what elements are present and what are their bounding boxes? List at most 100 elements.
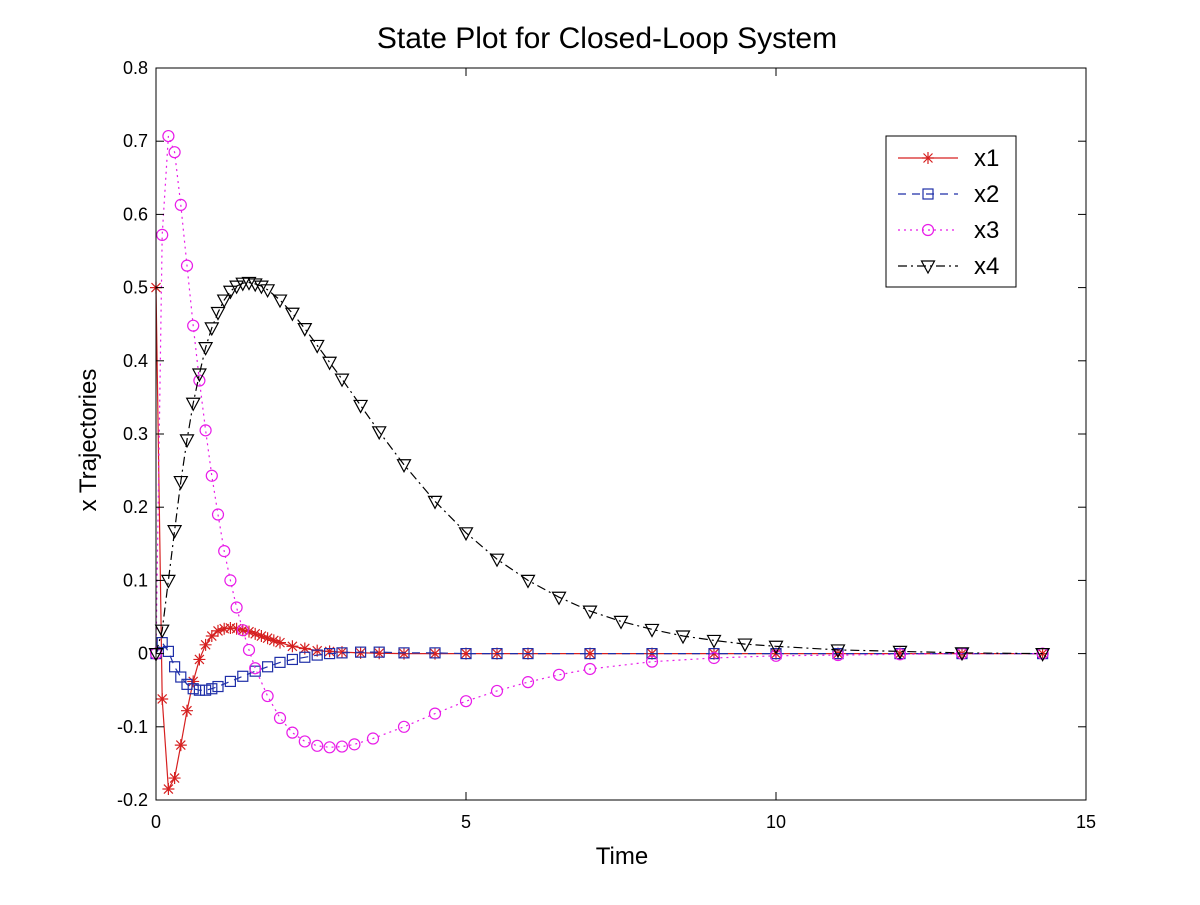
data-point-x2	[429, 647, 441, 659]
data-point-x4	[241, 276, 257, 291]
data-point-x3	[490, 684, 504, 698]
data-point-x1	[174, 739, 187, 752]
y-tick-label: 0.5	[123, 278, 148, 298]
y-tick-label: 0.3	[123, 424, 148, 444]
legend-label-x2: x2	[974, 181, 999, 208]
data-point-x3	[552, 668, 566, 681]
y-tick-label: 0.8	[123, 58, 148, 78]
data-point-x4	[489, 553, 505, 568]
data-point-x4	[160, 574, 176, 589]
data-point-x2	[491, 647, 503, 660]
data-point-x4	[371, 426, 387, 441]
data-point-x3	[893, 648, 907, 661]
data-point-x3	[224, 574, 237, 587]
legend-marker-x3	[921, 223, 935, 237]
data-point-x2	[262, 661, 274, 673]
data-point-x4	[204, 322, 220, 337]
data-point-x2	[522, 647, 534, 660]
data-point-x1	[243, 625, 255, 638]
axes: 0 5 10 15 -0.2 -0.1 0 0.1 0.2 0.3 0.4 0.5 0.6 0.7 0.8	[117, 58, 1096, 832]
legend-marker-x2	[922, 188, 934, 200]
y-tick-label: -0.2	[117, 790, 148, 810]
data-point-x1	[323, 645, 336, 658]
data-point-x1	[894, 647, 906, 660]
data-point-x1	[162, 783, 175, 796]
data-point-x3	[193, 374, 206, 387]
data-point-x2	[175, 671, 187, 683]
data-point-x2	[206, 683, 218, 695]
data-point-x3	[397, 720, 411, 733]
data-point-x3	[428, 707, 442, 720]
plot-area	[148, 129, 1051, 796]
data-point-x3	[211, 508, 225, 521]
data-point-x3	[273, 711, 287, 725]
data-point-x4	[675, 630, 691, 645]
data-point-x4	[613, 615, 629, 630]
data-point-x4	[222, 285, 238, 300]
data-point-x3	[707, 651, 721, 665]
y-tick-label: 0.1	[123, 570, 148, 590]
data-point-x1	[286, 640, 299, 653]
data-point-x2	[187, 683, 199, 695]
data-point-x3	[366, 732, 380, 745]
data-point-x2	[193, 684, 205, 696]
data-point-x1	[460, 647, 472, 660]
data-point-x1	[199, 638, 212, 651]
data-point-x1	[193, 653, 206, 666]
data-point-x2	[460, 647, 472, 660]
data-point-x2	[373, 646, 385, 658]
data-point-x1	[267, 634, 280, 647]
data-point-x1	[274, 636, 286, 649]
data-point-x4	[297, 322, 313, 337]
data-point-x3	[286, 726, 299, 739]
x-tick-label: 15	[1076, 812, 1096, 832]
data-point-x1	[398, 647, 410, 660]
series-line-x3	[155, 135, 1043, 748]
data-point-x4	[737, 638, 753, 653]
data-point-x3	[298, 735, 311, 748]
data-point-x4	[427, 495, 443, 510]
data-point-x2	[237, 670, 249, 682]
data-point-x1	[429, 647, 441, 660]
legend-marker-x4	[920, 260, 936, 275]
data-point-x1	[230, 622, 243, 635]
data-point-x3	[156, 228, 169, 241]
data-point-x4	[520, 574, 536, 589]
data-point-x2	[274, 656, 286, 668]
data-point-x4	[229, 280, 245, 295]
legend-label-x1: x1	[974, 145, 999, 172]
data-point-x3	[180, 259, 194, 272]
data-point-x4	[191, 368, 207, 383]
data-point-x1	[249, 627, 262, 640]
data-point-x3	[230, 601, 243, 614]
x-tick-label: 5	[461, 812, 471, 832]
y-tick-label: -0.1	[117, 717, 148, 737]
chart-title: State Plot for Closed-Loop System	[377, 22, 837, 55]
data-point-x4	[768, 640, 784, 655]
data-point-x3	[261, 689, 274, 703]
data-point-x4	[309, 339, 325, 354]
data-point-x4	[173, 475, 189, 490]
data-point-x2	[646, 647, 658, 660]
data-point-x4	[458, 527, 474, 542]
legend-label-x4: x4	[974, 253, 999, 280]
data-point-x3	[583, 662, 597, 676]
data-point-x3	[311, 739, 324, 752]
data-point-x4	[247, 278, 263, 293]
data-point-x2	[169, 661, 181, 673]
data-point-x3	[168, 146, 181, 159]
data-point-x3	[174, 198, 187, 211]
x-tick-label: 10	[766, 812, 786, 832]
data-point-x4	[353, 399, 369, 414]
data-point-x2	[584, 647, 596, 660]
data-point-x1	[336, 646, 348, 659]
data-point-x3	[323, 741, 336, 754]
data-point-x4	[198, 342, 214, 356]
data-point-x3	[162, 129, 175, 143]
y-tick-label: 0.7	[123, 131, 148, 151]
data-point-x2	[398, 647, 410, 659]
data-point-x4	[334, 373, 350, 388]
data-point-x1	[187, 675, 200, 688]
